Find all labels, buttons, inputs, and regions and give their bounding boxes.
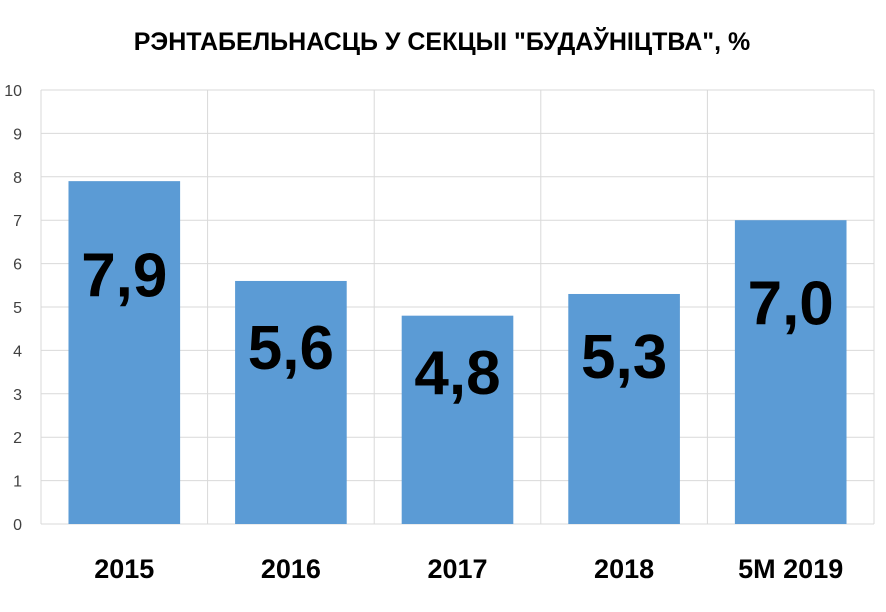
y-tick-label: 3 — [13, 387, 22, 404]
data-label: 5,3 — [581, 323, 667, 392]
x-tick-label: 2016 — [261, 554, 321, 584]
y-tick-label: 9 — [13, 126, 22, 143]
y-tick-label: 0 — [13, 517, 22, 534]
y-tick-label: 1 — [13, 474, 22, 491]
x-axis: 2015 2016 2017 2018 5М 2019 — [94, 554, 843, 584]
y-tick-label: 6 — [13, 257, 22, 274]
x-tick-label: 5М 2019 — [738, 554, 843, 584]
data-labels: 7,9 5,6 4,8 5,3 7,0 — [81, 241, 834, 408]
x-tick-label: 2017 — [427, 554, 487, 584]
bar-5м-2019 — [734, 220, 847, 524]
data-label: 7,0 — [748, 270, 834, 339]
data-label: 4,8 — [414, 339, 500, 408]
y-axis: 0 1 2 3 4 5 6 7 8 9 10 — [4, 83, 22, 534]
bar-2018 — [568, 293, 680, 524]
y-tick-label: 2 — [13, 430, 22, 447]
x-tick-label: 2018 — [594, 554, 654, 584]
data-label: 5,6 — [248, 314, 334, 383]
y-tick-label: 8 — [13, 170, 22, 187]
chart-title: РЭНТАБЕЛЬНАСЦЬ У СЕКЦЫІ "БУДАЎНІЦТВА", % — [134, 26, 751, 56]
bar-2016 — [235, 280, 347, 524]
bar-2017 — [401, 315, 514, 524]
bars — [68, 181, 847, 524]
bar-2015 — [68, 181, 181, 524]
y-tick-label: 5 — [13, 300, 22, 317]
y-tick-label: 4 — [13, 343, 22, 360]
x-tick-label: 2015 — [94, 554, 154, 584]
y-tick-label: 7 — [13, 213, 22, 230]
y-tick-label: 10 — [4, 83, 22, 100]
data-label: 7,9 — [81, 241, 167, 310]
